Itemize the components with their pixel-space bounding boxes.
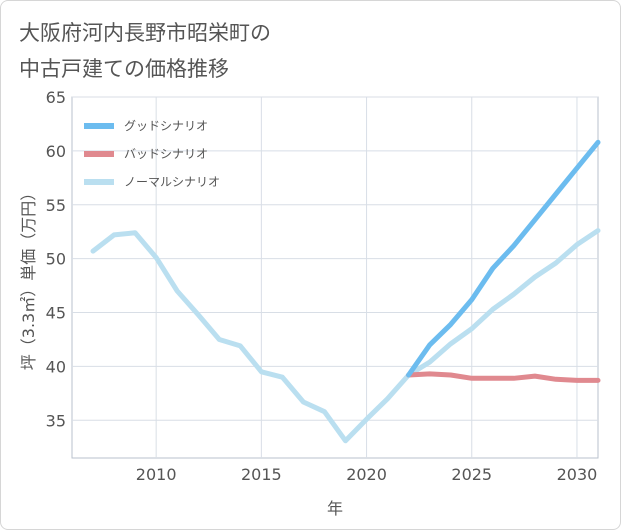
x-tick-label: 2030	[557, 465, 598, 484]
grid-lines	[72, 96, 598, 458]
x-tick-label: 2025	[451, 465, 492, 484]
legend-label: ノーマルシナリオ	[124, 175, 220, 189]
series-line-1	[406, 371, 601, 383]
x-tick-label: 2010	[136, 465, 177, 484]
y-tick-label: 45	[46, 304, 66, 323]
y-tick-label: 60	[46, 142, 66, 161]
tick-labels: 35 40 45 50 55 60 65 2010 2015 2020 2025 2030	[46, 88, 598, 484]
series-line-2	[90, 228, 601, 444]
chart-title: 大阪府河内長野市昭栄町の 中古戸建ての価格推移	[19, 21, 271, 81]
x-tick-label: 2015	[241, 465, 282, 484]
y-tick-label: 50	[46, 250, 66, 269]
legend-label: バッドシナリオ	[124, 147, 208, 161]
y-tick-label: 55	[46, 196, 66, 215]
plot-area	[71, 96, 599, 459]
y-tick-label: 40	[46, 357, 66, 376]
series-line-0	[406, 139, 601, 378]
legend-label: グッドシナリオ	[124, 119, 208, 133]
y-axis-label: 坪（3.3㎡）単価（万円）	[19, 185, 38, 370]
y-tick-label: 65	[46, 88, 66, 107]
x-tick-label: 2020	[346, 465, 387, 484]
x-axis-label: 年	[327, 499, 343, 518]
series-layer	[90, 139, 601, 444]
y-tick-label: 35	[46, 411, 66, 430]
